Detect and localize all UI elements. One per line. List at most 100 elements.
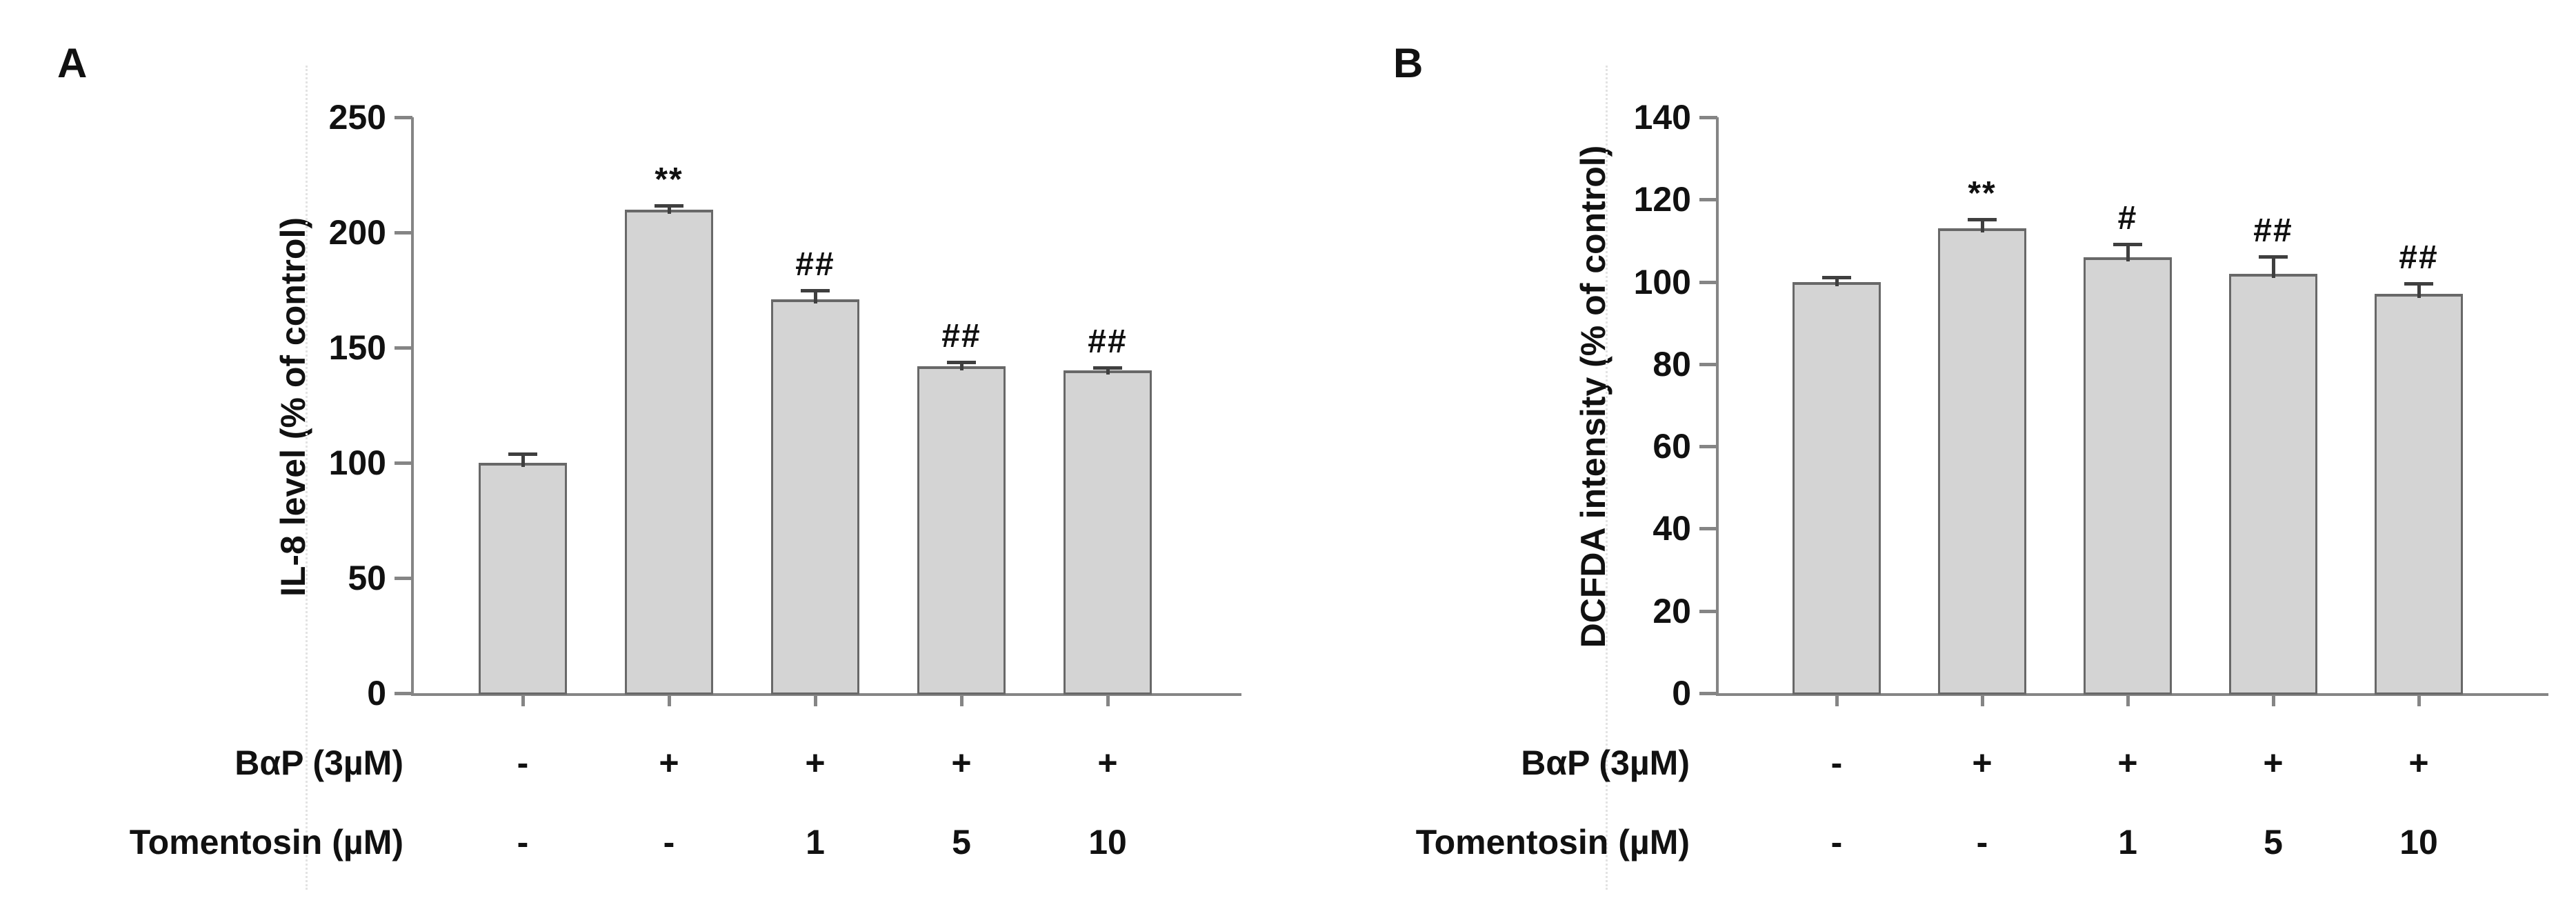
bap-row-value: + <box>1097 744 1118 782</box>
bap-row-value: + <box>2408 744 2429 782</box>
bar <box>771 299 859 695</box>
significance-label: # <box>2117 199 2138 237</box>
panel-a: A IL-8 level (% of control) 0 50 100 150 200… <box>57 40 1241 890</box>
x-tick-mark <box>2126 696 2130 706</box>
error-bar-cap <box>2259 255 2288 259</box>
y-tick-mark <box>1699 198 1717 202</box>
y-tick-label: 20 <box>1653 591 1691 630</box>
x-tick-mark <box>1835 696 1839 706</box>
y-axis-line <box>1716 117 1719 696</box>
error-bar <box>2417 283 2421 299</box>
y-tick-label: 200 <box>328 213 386 252</box>
bap-row-value: + <box>2263 744 2284 782</box>
significance-label: ## <box>795 246 835 283</box>
y-tick-label: 140 <box>1633 98 1691 137</box>
error-bar-cap <box>2113 242 2142 246</box>
tomentosin-row-value: 5 <box>952 823 971 861</box>
bar <box>1064 370 1152 695</box>
x-tick-mark <box>1106 696 1110 706</box>
y-tick-mark <box>1699 692 1717 695</box>
x-tick-mark <box>960 696 963 706</box>
y-tick-label: 40 <box>1653 509 1691 548</box>
tomentosin-row-value: 10 <box>2399 823 2438 861</box>
panel-a-label: A <box>57 40 88 86</box>
bap-row-label: BαP (3µM) <box>1521 744 1690 782</box>
y-tick-label: 0 <box>1672 674 1691 712</box>
tomentosin-row-label: Tomentosin (µM) <box>1415 823 1690 861</box>
y-tick-mark <box>395 346 412 350</box>
tomentosin-row-value: 5 <box>2264 823 2283 861</box>
x-tick-mark <box>2417 696 2421 706</box>
y-tick-mark <box>395 577 412 580</box>
y-tick-mark <box>395 692 412 695</box>
bap-row-value: + <box>951 744 972 782</box>
tomentosin-row-value: - <box>1976 823 1988 861</box>
y-tick-label: 50 <box>348 559 386 597</box>
y-tick-mark <box>1699 609 1717 613</box>
significance-label: ## <box>941 317 981 355</box>
bap-row-value: - <box>517 744 529 782</box>
x-axis-line <box>411 693 1241 696</box>
error-bar-cap <box>1093 366 1122 370</box>
error-bar <box>2272 257 2275 278</box>
significance-label: ## <box>2399 239 2439 276</box>
error-bar-cap <box>655 203 683 208</box>
panel-b-label: B <box>1393 40 1424 86</box>
x-tick-mark <box>668 696 671 706</box>
y-tick-label: 100 <box>328 443 386 482</box>
bar <box>1938 228 2026 695</box>
tomentosin-row-value: 1 <box>2118 823 2137 861</box>
tomentosin-row-value: - <box>517 823 529 861</box>
y-axis-line <box>411 117 414 696</box>
tomentosin-row-value: - <box>663 823 675 861</box>
x-tick-mark <box>814 696 817 706</box>
y-tick-label: 150 <box>328 328 386 367</box>
bap-row-value: - <box>1830 744 1843 782</box>
significance-label: ## <box>1088 323 1128 361</box>
bar <box>625 209 713 695</box>
tomentosin-row-label: Tomentosin (µM) <box>129 823 403 861</box>
error-bar-cap <box>947 360 976 364</box>
bap-row-value: + <box>659 744 679 782</box>
y-tick-mark <box>1699 116 1717 119</box>
error-bar-cap <box>801 289 830 293</box>
y-tick-label: 120 <box>1633 180 1691 219</box>
error-bar <box>668 206 671 214</box>
significance-label: ** <box>655 161 683 198</box>
error-bar-cap <box>1968 218 1997 222</box>
error-bar <box>2126 244 2130 261</box>
panel-b: B DCFDA intensity (% of control) 0 20 40 60… <box>1286 0 2576 907</box>
x-tick-mark <box>521 696 525 706</box>
error-bar-cap <box>508 452 537 457</box>
error-bar-cap <box>2404 281 2433 286</box>
tomentosin-row-value: 10 <box>1088 823 1127 861</box>
significance-label: ** <box>1968 175 1997 212</box>
bap-row-value: + <box>2117 744 2138 782</box>
bar <box>2229 273 2317 695</box>
y-tick-mark <box>395 231 412 235</box>
error-bar <box>960 362 963 370</box>
bap-row-value: + <box>805 744 826 782</box>
bar <box>1793 281 1881 695</box>
x-tick-mark <box>1981 696 1984 706</box>
guide-line <box>1606 66 1608 890</box>
y-tick-label: 250 <box>328 98 386 137</box>
y-tick-label: 0 <box>367 674 386 712</box>
error-bar <box>1106 368 1110 375</box>
y-tick-mark <box>1699 280 1717 284</box>
y-tick-mark <box>1699 527 1717 531</box>
bar <box>2084 257 2172 695</box>
tomentosin-row-value: 1 <box>806 823 825 861</box>
y-tick-mark <box>395 116 412 119</box>
error-bar <box>521 455 525 467</box>
guide-line <box>306 66 308 890</box>
error-bar <box>814 291 817 303</box>
y-tick-label: 100 <box>1633 262 1691 301</box>
y-tick-label: 60 <box>1653 427 1691 466</box>
bap-row-value: + <box>1972 744 1993 782</box>
tomentosin-row-value: - <box>1830 823 1843 861</box>
bap-row-label: BαP (3µM) <box>234 744 403 782</box>
y-tick-mark <box>395 461 412 465</box>
bar <box>479 463 567 695</box>
